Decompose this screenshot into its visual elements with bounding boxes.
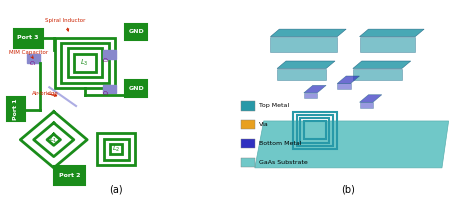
Text: Top Metal: Top Metal	[259, 104, 290, 108]
Text: Air-bridge: Air-bridge	[31, 91, 58, 96]
Text: Port 3: Port 3	[18, 35, 39, 40]
Polygon shape	[337, 76, 359, 83]
Text: $L_1$: $L_1$	[49, 135, 58, 145]
Bar	[74, 54, 96, 72]
Text: Port 1: Port 1	[13, 98, 18, 119]
Bar	[7, 97, 25, 121]
Text: Bottom Metal: Bottom Metal	[259, 141, 302, 146]
Polygon shape	[359, 37, 415, 52]
Text: $C_2$: $C_2$	[102, 56, 110, 65]
Bar	[14, 29, 43, 48]
Text: GND: GND	[128, 29, 144, 35]
Text: MIM Capacitor: MIM Capacitor	[9, 49, 48, 58]
Text: $L_3$: $L_3$	[80, 58, 88, 68]
Bar	[241, 120, 255, 130]
Bar	[110, 144, 122, 154]
Bar	[68, 48, 102, 77]
Polygon shape	[277, 69, 326, 80]
Bar	[61, 43, 109, 83]
Bar	[241, 101, 255, 111]
Bar	[301, 118, 329, 142]
Text: Via: Via	[259, 122, 269, 127]
Polygon shape	[304, 93, 317, 98]
Text: GaAs Substrate: GaAs Substrate	[259, 160, 308, 165]
Bar	[241, 158, 255, 167]
Bar	[103, 85, 116, 93]
Text: GND: GND	[128, 86, 144, 91]
Polygon shape	[304, 85, 326, 93]
Polygon shape	[337, 83, 351, 89]
Text: $C_3$: $C_3$	[102, 89, 110, 98]
Bar	[297, 115, 333, 146]
Polygon shape	[359, 29, 424, 37]
Bar	[97, 133, 135, 165]
Bar	[54, 166, 85, 185]
Bar	[125, 80, 147, 97]
Bar	[241, 139, 255, 148]
Bar	[292, 112, 337, 149]
Text: $L_2$: $L_2$	[112, 144, 120, 154]
Text: Port 2: Port 2	[59, 173, 80, 178]
Polygon shape	[270, 29, 346, 37]
Text: (b): (b)	[341, 184, 356, 194]
Text: Spiral Inductor: Spiral Inductor	[45, 18, 85, 31]
Bar	[103, 50, 116, 59]
Polygon shape	[353, 61, 411, 69]
Bar	[125, 23, 147, 40]
Polygon shape	[255, 121, 448, 168]
Polygon shape	[277, 61, 335, 69]
Bar	[27, 53, 40, 63]
Text: $C_1$: $C_1$	[29, 59, 37, 68]
Bar	[104, 138, 128, 160]
Polygon shape	[270, 37, 337, 52]
Polygon shape	[359, 95, 382, 102]
Polygon shape	[359, 102, 373, 108]
Text: (a): (a)	[109, 184, 123, 194]
Polygon shape	[353, 69, 402, 80]
Bar	[304, 121, 326, 139]
Bar	[55, 37, 115, 88]
